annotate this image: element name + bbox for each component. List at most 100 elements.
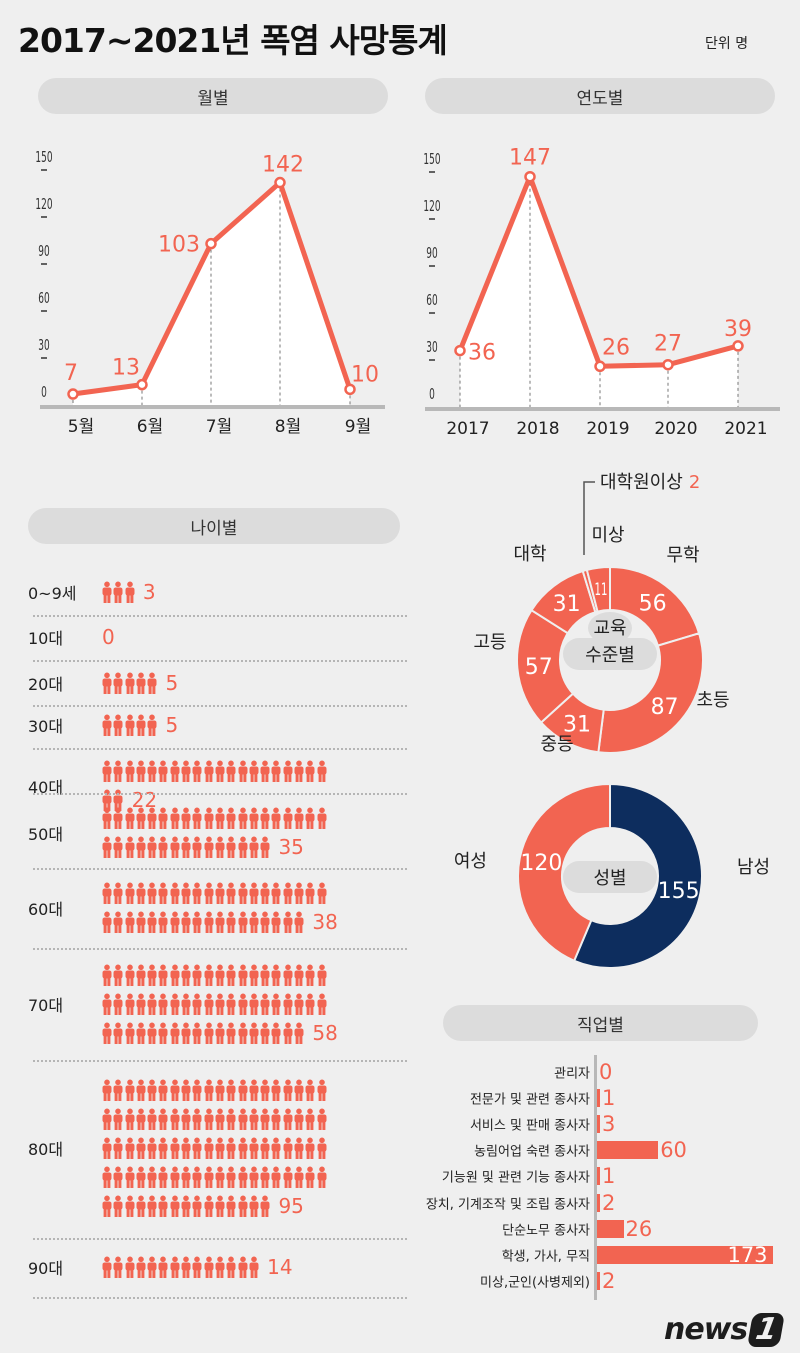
row-divider bbox=[33, 868, 407, 870]
person-icon bbox=[170, 1079, 180, 1101]
person-icon bbox=[204, 760, 214, 782]
slice-label-text: 대학원이상 bbox=[600, 472, 683, 493]
x-tick-label: 2021 bbox=[724, 419, 767, 439]
job-value: 1 bbox=[602, 1164, 616, 1189]
person-icon bbox=[125, 1108, 135, 1130]
pictogram-row bbox=[102, 1137, 328, 1159]
x-tick-label: 7월 bbox=[206, 417, 232, 437]
person-icon bbox=[136, 1256, 146, 1278]
y-tick-label: 150 bbox=[423, 151, 440, 168]
job-category-label: 미상,군인(사병제외) bbox=[480, 1275, 590, 1291]
person-icon bbox=[158, 836, 168, 858]
person-icon bbox=[170, 1022, 180, 1044]
y-tick-label: 120 bbox=[423, 198, 440, 215]
person-icon bbox=[215, 993, 225, 1015]
person-icon bbox=[136, 1079, 146, 1101]
person-icon bbox=[249, 836, 259, 858]
person-icon bbox=[294, 1137, 304, 1159]
slice-value: 57 bbox=[525, 655, 553, 680]
data-point bbox=[205, 237, 217, 250]
person-icon bbox=[271, 1137, 281, 1159]
job-value: 173 bbox=[727, 1242, 768, 1267]
person-icon bbox=[170, 882, 180, 904]
data-label: 103 bbox=[158, 233, 200, 258]
person-icon bbox=[305, 1108, 315, 1130]
data-point bbox=[594, 360, 606, 373]
job-bar bbox=[597, 1193, 600, 1212]
slice-label-text: 중등 bbox=[540, 734, 573, 755]
person-icon bbox=[317, 1108, 327, 1130]
data-point bbox=[662, 358, 674, 371]
person-icon bbox=[113, 581, 123, 603]
slice-label: 중등 bbox=[540, 734, 573, 755]
person-icon bbox=[192, 836, 202, 858]
person-icon bbox=[238, 836, 248, 858]
person-icon bbox=[283, 807, 293, 829]
person-icon bbox=[158, 882, 168, 904]
person-icon bbox=[192, 1079, 202, 1101]
person-icon bbox=[294, 1079, 304, 1101]
person-icon bbox=[170, 1256, 180, 1278]
person-icon bbox=[260, 964, 270, 986]
age-group-value: 5 bbox=[165, 713, 179, 737]
person-icon bbox=[294, 760, 304, 782]
person-icon bbox=[260, 1108, 270, 1130]
slice-label-text: 무학 bbox=[666, 545, 699, 566]
person-icon bbox=[113, 911, 123, 933]
person-icon bbox=[317, 964, 327, 986]
donut-slice bbox=[572, 782, 703, 969]
person-icon bbox=[204, 911, 214, 933]
person-icon bbox=[125, 1137, 135, 1159]
x-tick-label: 9월 bbox=[345, 417, 371, 437]
person-icon bbox=[158, 1166, 168, 1188]
donut-slice bbox=[597, 632, 704, 754]
person-icon bbox=[305, 882, 315, 904]
data-label: 13 bbox=[112, 356, 140, 381]
person-icon bbox=[249, 1166, 259, 1188]
person-icon bbox=[249, 1108, 259, 1130]
person-icon bbox=[215, 911, 225, 933]
slice-label-text: 미상 bbox=[591, 525, 624, 546]
person-icon bbox=[317, 1137, 327, 1159]
person-icon bbox=[238, 1022, 248, 1044]
person-icon bbox=[147, 993, 157, 1015]
person-icon bbox=[260, 1022, 270, 1044]
gender-center-label: 성별 bbox=[593, 868, 626, 889]
person-icon bbox=[181, 1256, 191, 1278]
person-icon bbox=[170, 1137, 180, 1159]
person-icon bbox=[113, 1195, 123, 1217]
x-tick-label: 2020 bbox=[654, 419, 697, 439]
job-bar bbox=[597, 1089, 600, 1108]
person-icon bbox=[305, 1137, 315, 1159]
person-icon bbox=[147, 1108, 157, 1130]
person-icon bbox=[181, 882, 191, 904]
person-icon bbox=[249, 993, 259, 1015]
person-icon bbox=[136, 1195, 146, 1217]
person-icon bbox=[283, 1166, 293, 1188]
person-icon bbox=[125, 1079, 135, 1101]
person-icon bbox=[125, 1195, 135, 1217]
x-tick-label: 2017 bbox=[446, 419, 489, 439]
person-icon bbox=[192, 882, 202, 904]
section-header-job: 직업별 bbox=[443, 1005, 758, 1041]
person-icon bbox=[271, 964, 281, 986]
pictogram-row: 35 bbox=[102, 835, 304, 859]
age-group-value: 38 bbox=[312, 910, 338, 934]
person-icon bbox=[102, 1108, 112, 1130]
person-icon bbox=[215, 1166, 225, 1188]
job-bar bbox=[597, 1115, 601, 1134]
pictogram-row bbox=[102, 1079, 328, 1101]
person-icon bbox=[102, 911, 112, 933]
pictogram-row bbox=[102, 964, 328, 986]
job-value: 0 bbox=[599, 1060, 613, 1084]
person-icon bbox=[113, 964, 123, 986]
job-value: 3 bbox=[602, 1112, 616, 1137]
data-point bbox=[344, 383, 356, 396]
person-icon bbox=[226, 993, 236, 1015]
person-icon bbox=[136, 1137, 146, 1159]
person-icon bbox=[181, 1079, 191, 1101]
age-group-label: 80대 bbox=[28, 1140, 64, 1159]
person-icon bbox=[305, 993, 315, 1015]
pictogram-row: 0 bbox=[102, 625, 115, 649]
